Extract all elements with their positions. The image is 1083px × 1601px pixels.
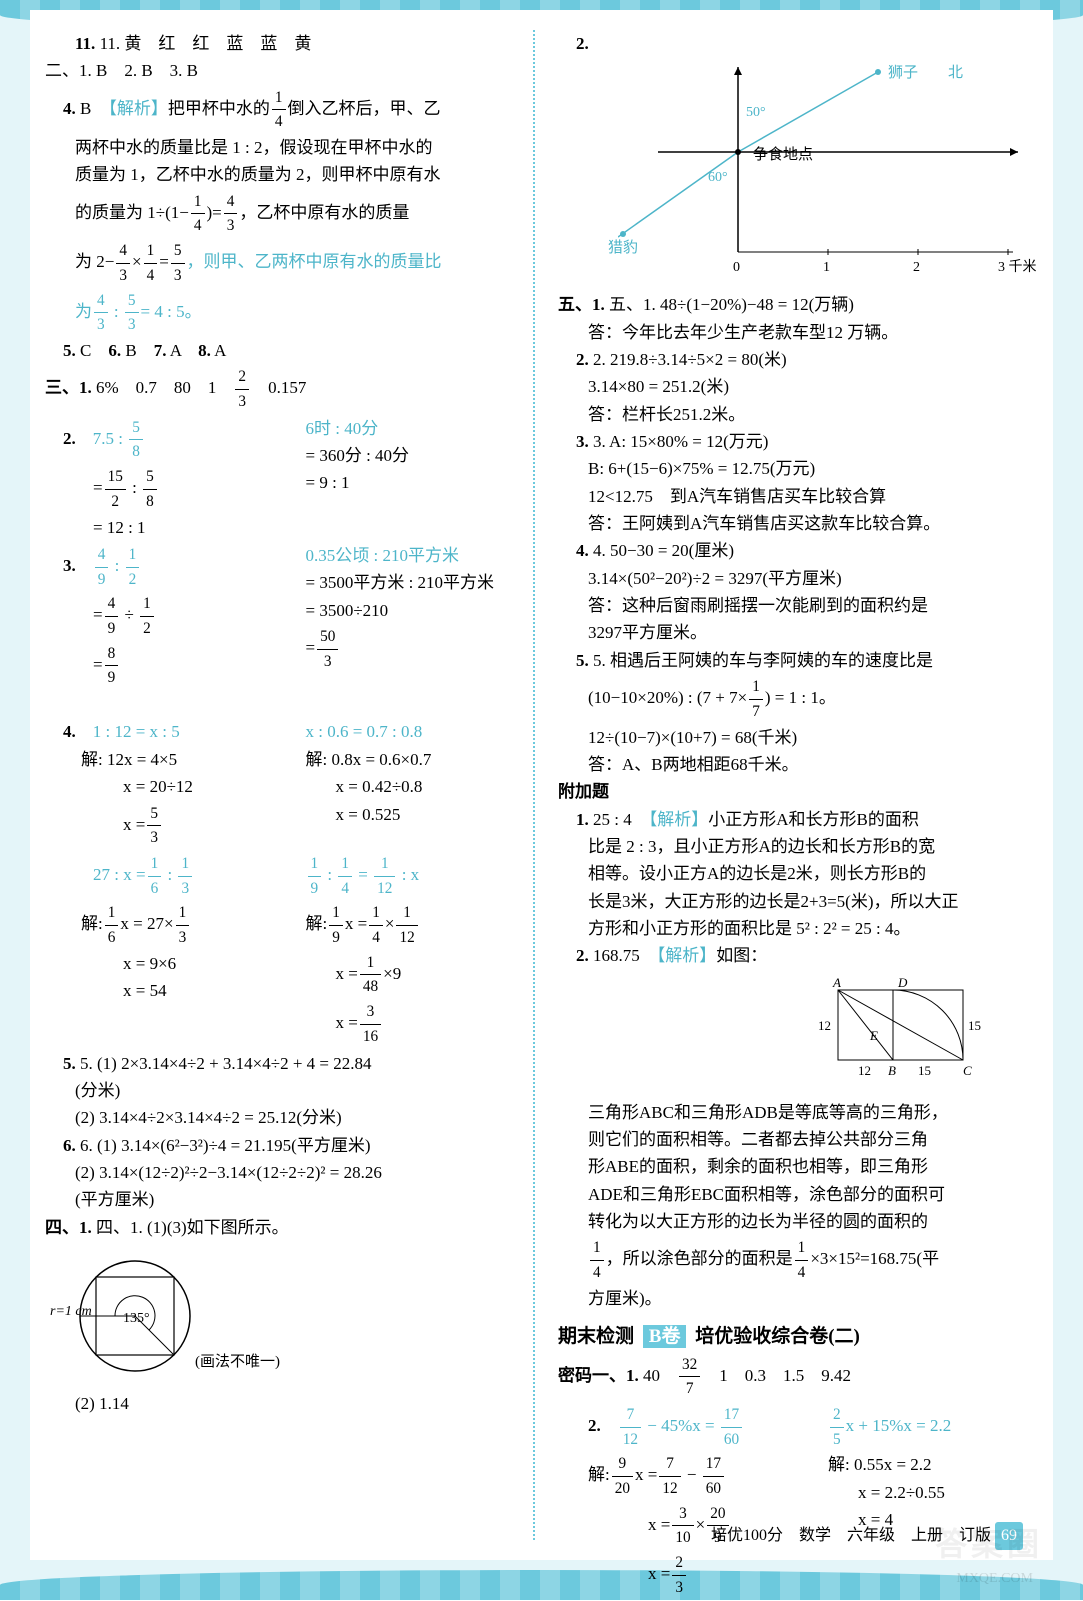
svg-text:15: 15	[918, 1063, 931, 1078]
sec2b: 5. C 6. B 7. A 8. A	[45, 338, 518, 364]
q3-5c: (2) 3.14×4÷2×3.14×4÷2 = 25.12(分米)	[45, 1105, 518, 1131]
ex2e: 形ABE的面积，剩余的面积也相等，即三角形	[558, 1154, 1038, 1180]
svg-text:12: 12	[818, 1018, 831, 1033]
ex2a: 2. 168.75 【解析】如图：	[558, 943, 1038, 969]
sec5-4a: 4. 4. 50−30 = 20(厘米)	[558, 538, 1038, 564]
circle-diagram: r=1 cm 135° (画法不唯一)	[65, 1246, 205, 1386]
section-2: 二、1. B 2. B 3. B	[45, 58, 518, 84]
ex2f: ADE和三角形EBC面积相等，涂色部分的面积可	[558, 1182, 1038, 1208]
content-area: 11. 11. 黄 红 红 蓝 蓝 黄 二、1. B 2. B 3. B 4. …	[30, 10, 1053, 1560]
q3-4a: 4. 1 : 12 = x : 5 解: 12x = 4×5 x = 20÷12…	[45, 718, 518, 850]
axis-lion-label: 狮子	[888, 62, 918, 85]
sec5-4b: 3.14×(50²−20²)÷2 = 3297(平方厘米)	[558, 566, 1038, 592]
axis-tick-0: 0	[733, 257, 740, 279]
sec5-3b: B: 6+(15−6)×75% = 12.75(万元)	[558, 456, 1038, 482]
ex1c: 比是 2 : 3，且小正方形A的边长和长方形B的宽	[558, 834, 1038, 860]
axis-tick-2: 2	[913, 257, 920, 279]
ex2h: 14，所以涂色部分的面积是14×3×15²=168.75(平	[558, 1236, 1038, 1284]
sec4b: (2) 1.14	[45, 1391, 518, 1417]
q4-line5: 为 2−43×14=53，则甲、乙两杯中原有水的质量比	[45, 239, 518, 287]
q3-5b: (分米)	[45, 1078, 518, 1104]
q3-6b: (2) 3.14×(12÷2)²÷2−3.14×(12÷2÷2)² = 28.2…	[45, 1160, 518, 1186]
q3-5a: 5. 5. (1) 2×3.14×4÷2 + 3.14×4÷2 + 4 = 22…	[45, 1051, 518, 1077]
sec5-5c: 12÷(10−7)×(10+7) = 68(千米)	[558, 725, 1038, 751]
extra-title: 附加题	[558, 779, 1038, 805]
q4-line4: 的质量为 1÷(1−14)=43，乙杯中原有水的质量	[45, 190, 518, 238]
axis-60-label: 60°	[708, 167, 728, 189]
ex2d: 则它们的面积相等。二者都去掉公共部分三角	[558, 1127, 1038, 1153]
axis-diagram: 狮子 北 50° 争食地点 60° 猎豹 0 1 2 3 千米	[618, 62, 1038, 282]
q3-2: 2. 7.5 : 58 =152 : 58 = 12 : 1 6时 : 40分 …	[45, 415, 518, 542]
column-divider	[533, 30, 543, 1540]
q4-line1: 4. B 【解析】把甲杯中水的14倒入乙杯后，甲、乙	[45, 86, 518, 134]
svg-text:D: D	[897, 975, 908, 990]
item-11: 11. 11. 黄 红 红 蓝 蓝 黄	[45, 31, 518, 57]
q4-line3: 质量为 1，乙杯中水的质量为 2，则甲杯中原有水	[45, 162, 518, 188]
ex2g: 转化为以大正方形的边长为半径的圆的面积的	[558, 1209, 1038, 1235]
q3-3: 3. 49 : 12 =49 ÷ 12 =89 0.35公顷 : 210平方米 …	[45, 542, 518, 719]
axis-cheetah-label: 猎豹	[608, 237, 638, 260]
q3-6a: 6. 6. (1) 3.14×(6²−3²)÷4 = 21.195(平方厘米)	[45, 1133, 518, 1159]
ex1f: 方形和小正方形的面积比是 5² : 2² = 25 : 4。	[558, 916, 1038, 942]
ex1e: 长是3米，大正方形的边长是2+3=5(米)，所以大正	[558, 889, 1038, 915]
ex1a: 1. 25 : 4 【解析】小正方形A和长方形B的面积	[558, 807, 1038, 833]
axis-north-label: 北	[948, 62, 963, 85]
watermark-1: 答案圈	[935, 1519, 1043, 1570]
r-q2: 2.	[558, 31, 1038, 57]
circle-note: (画法不唯一)	[195, 1351, 315, 1374]
axis-tick-1: 1	[823, 257, 830, 279]
circle-angle-label: 135°	[123, 1308, 150, 1330]
q3-4b: 27 : x =16 : 13 解:16x = 27×13 x = 9×6 x …	[45, 851, 518, 1050]
svg-text:12: 12	[858, 1063, 871, 1078]
q4-line6: 为43 : 53= 4 : 5。	[45, 289, 518, 337]
sec5-2b: 3.14×80 = 251.2(米)	[558, 374, 1038, 400]
svg-text:15: 15	[968, 1018, 981, 1033]
ex2c: 三角形ABC和三角形ADB是等底等高的三角形，	[558, 1100, 1038, 1126]
q3-6c: (平方厘米)	[45, 1187, 518, 1213]
sec5-5d: 答：A、B两地相距68千米。	[558, 752, 1038, 778]
sec5-2a: 2. 2. 219.8÷3.14÷5×2 = 80(米)	[558, 347, 1038, 373]
circle-r-label: r=1 cm	[50, 1301, 92, 1323]
sec5-1a: 五、1. 五、1. 48÷(1−20%)−48 = 12(万辆)	[558, 292, 1038, 318]
final-title: 期末检测 B卷 培优验收综合卷(二)	[558, 1322, 1038, 1351]
watermark-2: MXQE.COM	[956, 1568, 1033, 1590]
svg-text:A: A	[832, 975, 841, 990]
sec5-4d: 3297平方厘米。	[558, 620, 1038, 646]
axis-tick-3: 3 千米	[998, 257, 1037, 279]
section-3: 三、1. 6% 0.7 80 1 23 0.157	[45, 365, 518, 413]
sec5-1b: 答：今年比去年少生产老款车型12 万辆。	[558, 320, 1038, 346]
pw1: 密码一、1. 40 327 1 0.3 1.5 9.42	[558, 1353, 1038, 1401]
sec5-3a: 3. 3. A: 15×80% = 12(万元)	[558, 429, 1038, 455]
sec5-3d: 答：王阿姨到A汽车销售店买这款车比较合算。	[558, 511, 1038, 537]
ex2i: 方厘米)。	[558, 1286, 1038, 1312]
sec5-5a: 5. 5. 相遇后王阿姨的车与李阿姨的车的速度比是	[558, 648, 1038, 674]
svg-text:B: B	[888, 1063, 896, 1078]
sec5-5b: (10−10×20%) : (7 + 7×17) = 1 : 1。	[558, 675, 1038, 723]
axis-50-label: 50°	[746, 102, 766, 124]
sec5-3c: 12<12.75 到A汽车销售店买车比较合算	[558, 484, 1038, 510]
section-4: 四、1. 四、1. (1)(3)如下图所示。	[45, 1215, 518, 1241]
left-column: 11. 11. 黄 红 红 蓝 蓝 黄 二、1. B 2. B 3. B 4. …	[45, 30, 518, 1540]
b-badge: B卷	[643, 1325, 687, 1348]
svg-text:E: E	[869, 1028, 878, 1043]
geom-diagram: A B C D E 12 12 15 15	[808, 975, 1008, 1095]
svg-text:C: C	[963, 1063, 972, 1078]
axis-point-label: 争食地点	[753, 144, 813, 167]
q4-line2: 两杯中水的质量比是 1 : 2，假设现在甲杯中水的	[45, 135, 518, 161]
ex1d: 相等。设小正方A的边长是2米，则长方形B的	[558, 861, 1038, 887]
sec5-2c: 答：栏杆长251.2米。	[558, 402, 1038, 428]
sec5-4c: 答：这种后窗雨刷摇摆一次能刷到的面积约是	[558, 593, 1038, 619]
right-column: 2. 狮子 北 50° 争食地点 60° 猎豹	[558, 30, 1038, 1540]
